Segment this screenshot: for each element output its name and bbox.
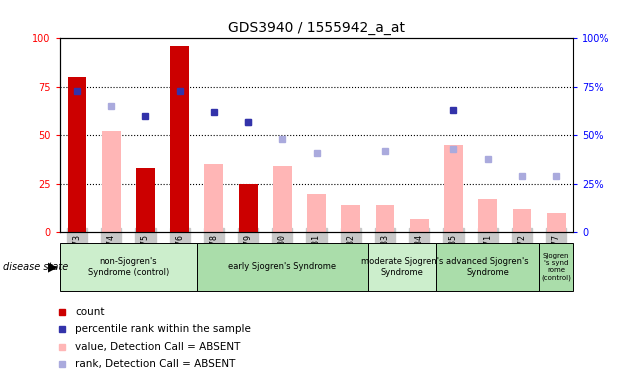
Bar bbox=[239, 184, 258, 232]
Bar bbox=[67, 77, 86, 232]
Bar bbox=[410, 219, 428, 232]
FancyBboxPatch shape bbox=[197, 243, 368, 291]
Bar bbox=[444, 145, 463, 232]
Bar bbox=[102, 131, 120, 232]
Text: disease state: disease state bbox=[3, 262, 69, 272]
Bar bbox=[478, 199, 497, 232]
FancyBboxPatch shape bbox=[368, 243, 437, 291]
Text: non-Sjogren's
Syndrome (control): non-Sjogren's Syndrome (control) bbox=[88, 257, 169, 276]
Bar bbox=[307, 194, 326, 232]
Text: advanced Sjogren's
Syndrome: advanced Sjogren's Syndrome bbox=[447, 257, 529, 276]
Text: value, Detection Call = ABSENT: value, Detection Call = ABSENT bbox=[75, 341, 241, 351]
Bar bbox=[375, 205, 394, 232]
FancyBboxPatch shape bbox=[539, 243, 573, 291]
Text: Sjogren
's synd
rome
(control): Sjogren 's synd rome (control) bbox=[541, 253, 571, 281]
Title: GDS3940 / 1555942_a_at: GDS3940 / 1555942_a_at bbox=[228, 21, 405, 35]
Text: ▶: ▶ bbox=[47, 260, 57, 273]
Bar bbox=[170, 46, 189, 232]
Bar bbox=[341, 205, 360, 232]
Bar bbox=[205, 164, 223, 232]
Bar bbox=[136, 168, 155, 232]
FancyBboxPatch shape bbox=[437, 243, 539, 291]
Bar bbox=[273, 166, 292, 232]
Text: count: count bbox=[75, 307, 105, 317]
Text: moderate Sjogren's
Syndrome: moderate Sjogren's Syndrome bbox=[361, 257, 444, 276]
Bar bbox=[547, 213, 566, 232]
Text: percentile rank within the sample: percentile rank within the sample bbox=[75, 324, 251, 334]
FancyBboxPatch shape bbox=[60, 243, 197, 291]
Text: rank, Detection Call = ABSENT: rank, Detection Call = ABSENT bbox=[75, 359, 236, 369]
Bar bbox=[513, 209, 531, 232]
Text: early Sjogren's Syndrome: early Sjogren's Syndrome bbox=[228, 262, 336, 271]
